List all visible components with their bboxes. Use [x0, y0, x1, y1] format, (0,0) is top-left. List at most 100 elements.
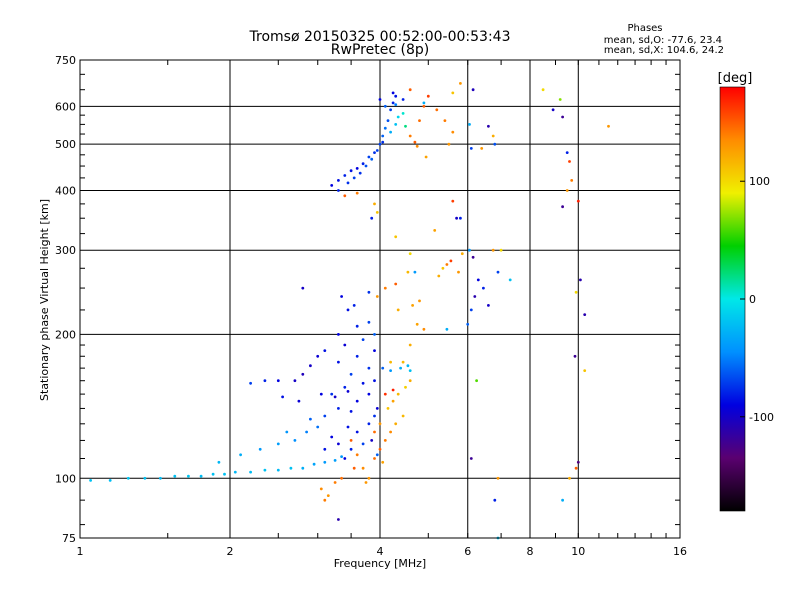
data-point: [309, 364, 312, 368]
data-point: [391, 101, 395, 105]
data-point: [445, 327, 449, 331]
data-point: [471, 88, 475, 92]
data-point: [401, 414, 405, 418]
data-point: [394, 235, 398, 239]
data-point: [437, 274, 441, 278]
x-tick-label: 16: [673, 545, 687, 558]
data-point: [364, 164, 368, 168]
data-point: [459, 82, 462, 85]
data-point: [143, 476, 147, 480]
data-point: [375, 211, 379, 214]
data-point: [326, 494, 330, 497]
data-point: [413, 270, 417, 274]
data-point: [568, 160, 571, 163]
data-point: [301, 286, 305, 290]
data-point: [358, 171, 362, 175]
chart-title: Tromsø 20150325 00:52:00-00:53:43: [249, 29, 511, 45]
x-axis-label: Frequency [MHz]: [334, 557, 426, 570]
data-point: [401, 98, 405, 101]
data-point: [493, 142, 497, 146]
x-tick-label: 10: [571, 545, 585, 558]
stats-o-line: mean, sd,O: -77.6, 23.4: [604, 35, 722, 46]
data-point: [301, 466, 305, 470]
data-point: [381, 134, 385, 138]
data-point: [422, 104, 426, 108]
data-point: [289, 466, 293, 470]
data-point: [355, 453, 359, 457]
y-axis-label: Stationary phase Virtual Height [km]: [38, 199, 51, 401]
data-point: [349, 372, 353, 376]
data-point: [159, 476, 162, 480]
data-point: [337, 518, 340, 521]
data-point: [408, 343, 412, 347]
data-point: [375, 453, 379, 457]
data-point: [276, 379, 280, 383]
data-point: [404, 124, 407, 128]
data-point: [408, 369, 412, 372]
data-point: [408, 252, 412, 256]
data-point: [383, 392, 387, 396]
data-point: [460, 252, 464, 256]
data-point: [389, 108, 392, 112]
axis-ticks: 1 2 4 6 8 10 16 75 100 200 300 400 500 600 750: [55, 54, 687, 558]
data-point: [433, 229, 437, 232]
data-point: [346, 181, 350, 185]
data-point: [457, 270, 460, 274]
y-tick-label: 75: [62, 532, 76, 545]
data-point: [565, 151, 569, 155]
data-point: [343, 343, 347, 347]
data-point: [340, 476, 343, 480]
data-point: [337, 407, 340, 410]
data-point: [378, 142, 382, 146]
data-point: [404, 385, 407, 389]
data-point: [415, 322, 419, 326]
data-point: [579, 278, 582, 282]
data-point: [263, 468, 267, 472]
data-point: [249, 470, 253, 474]
data-point: [508, 278, 512, 282]
data-point: [355, 167, 359, 170]
data-point: [406, 270, 410, 274]
data-point: [367, 155, 371, 159]
x-tick-label: 6: [464, 545, 471, 558]
data-point: [561, 205, 564, 209]
data-point: [451, 199, 455, 203]
data-point: [383, 439, 387, 442]
data-point: [394, 422, 398, 426]
data-point: [373, 414, 376, 418]
data-point: [305, 430, 308, 434]
data-point: [301, 372, 305, 376]
data-point: [346, 390, 350, 393]
data-point: [415, 144, 419, 148]
data-point: [396, 115, 400, 119]
data-point: [337, 189, 340, 192]
data-point: [373, 379, 376, 383]
data-point: [361, 162, 365, 166]
data-point: [459, 216, 462, 220]
data-point: [297, 399, 301, 403]
data-point: [408, 88, 412, 92]
data-point: [285, 430, 289, 434]
data-point: [496, 476, 500, 480]
data-point: [187, 474, 190, 478]
data-point: [349, 447, 353, 451]
data-point: [352, 304, 356, 307]
data-point: [469, 308, 473, 312]
data-point: [491, 248, 495, 252]
x-tick-label: 1: [77, 545, 84, 558]
x-tick-label: 4: [377, 545, 384, 558]
data-point: [386, 119, 390, 122]
data-point: [499, 248, 503, 252]
data-point: [561, 115, 564, 119]
data-point: [576, 199, 580, 203]
data-point: [375, 295, 379, 298]
stats-heading: Phases: [627, 23, 662, 34]
data-point: [373, 349, 376, 352]
data-point: [323, 349, 327, 352]
data-point: [319, 392, 323, 396]
data-point: [361, 442, 365, 446]
data-point: [233, 470, 237, 474]
y-tick-label: 500: [55, 138, 76, 151]
data-point: [312, 462, 316, 466]
data-point: [394, 123, 398, 126]
